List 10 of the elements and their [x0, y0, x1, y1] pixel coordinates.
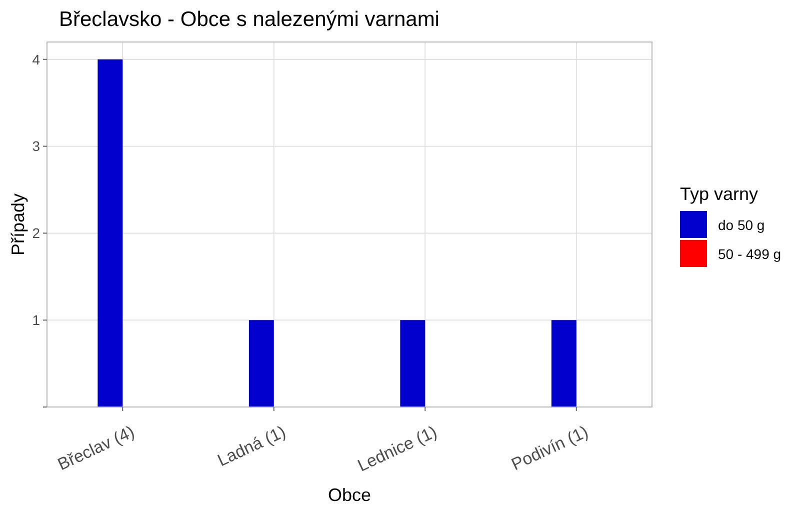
- y-tick-label: 1: [32, 312, 40, 328]
- y-tick-label: 3: [32, 138, 40, 154]
- chart-title: Břeclavsko - Obce s nalezenými varnami: [59, 8, 440, 31]
- legend-label: 50 - 499 g: [718, 246, 782, 262]
- y-axis-title: Případy: [8, 193, 28, 256]
- legend-label: do 50 g: [718, 216, 765, 233]
- y-tick-label: 2: [32, 225, 40, 242]
- legend-title: Typ varny: [680, 184, 758, 204]
- x-axis-title: Obce: [328, 485, 372, 505]
- y-tick-label: 4: [32, 51, 40, 68]
